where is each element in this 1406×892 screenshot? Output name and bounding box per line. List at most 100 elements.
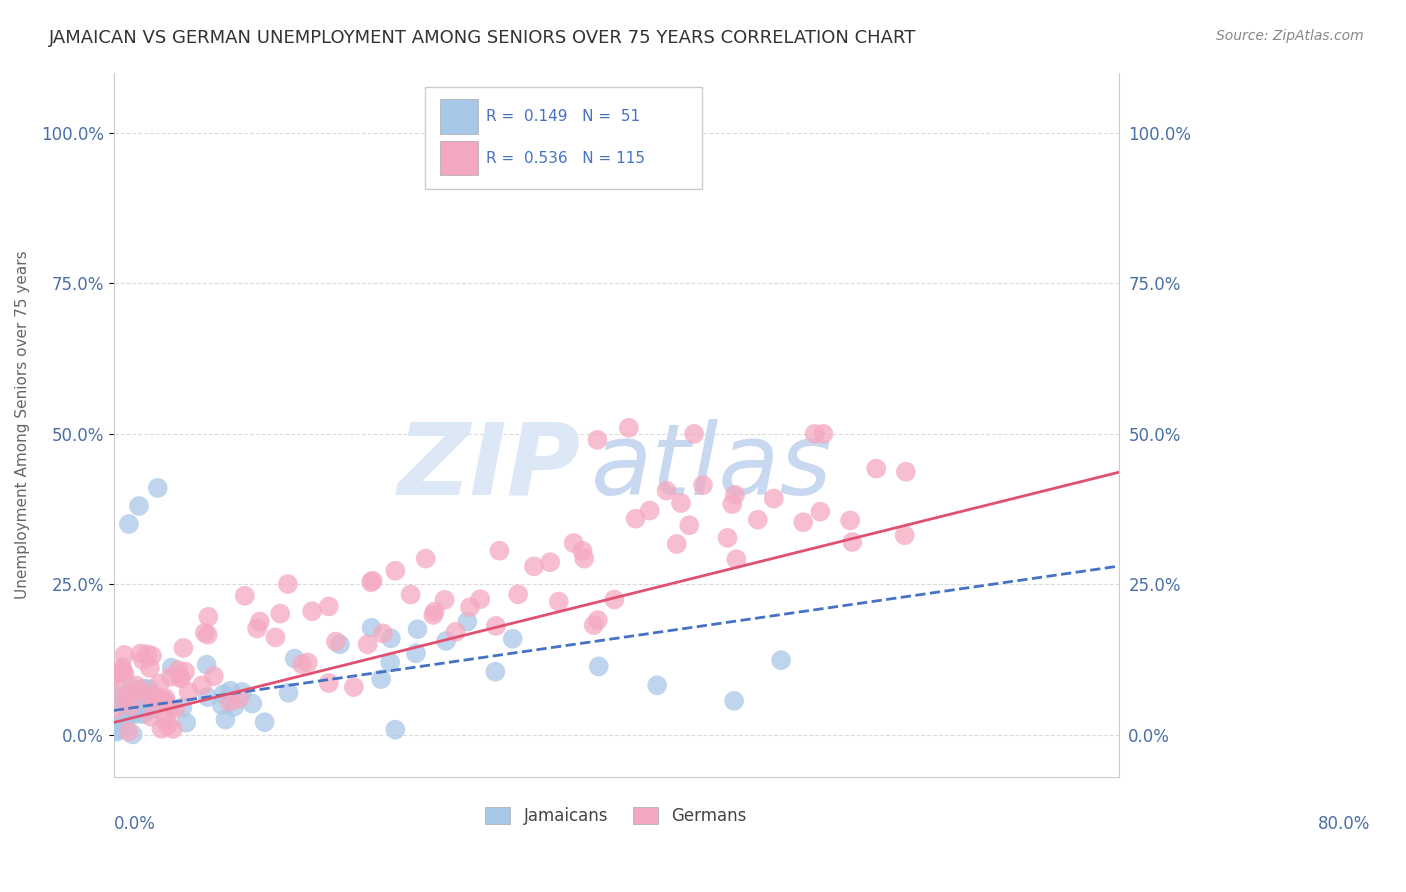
Point <box>571 544 593 558</box>
Point <box>143 691 166 706</box>
Y-axis label: Unemployment Among Seniors over 75 years: Unemployment Among Seniors over 75 years <box>15 251 30 599</box>
Point <box>893 528 915 542</box>
Point <box>297 656 319 670</box>
Point <box>112 693 135 707</box>
Point <box>153 694 176 708</box>
Point <box>120 699 142 714</box>
Point <box>617 421 640 435</box>
Point <box>716 531 738 545</box>
Point <box>165 702 187 716</box>
Point <box>219 683 242 698</box>
Point <box>692 478 714 492</box>
Point <box>318 599 340 614</box>
Point <box>380 632 402 646</box>
Point <box>485 619 508 633</box>
Point <box>143 690 166 704</box>
Point <box>114 667 136 681</box>
Point <box>444 624 467 639</box>
Point <box>104 701 127 715</box>
Point <box>665 537 688 551</box>
Point <box>129 647 152 661</box>
Point <box>284 651 307 665</box>
Point <box>803 426 825 441</box>
Point <box>523 559 546 574</box>
Point <box>813 426 835 441</box>
Point <box>329 637 352 651</box>
Point <box>574 551 596 566</box>
Point <box>129 682 152 697</box>
Point <box>586 613 609 627</box>
Point <box>132 653 155 667</box>
Point <box>370 672 392 686</box>
Point <box>195 657 218 672</box>
Point <box>105 682 128 697</box>
Point <box>434 634 457 648</box>
Point <box>277 686 299 700</box>
Point <box>122 707 145 722</box>
Point <box>484 665 506 679</box>
Point <box>150 722 173 736</box>
Point <box>107 666 129 681</box>
Point <box>218 695 240 709</box>
Point <box>678 518 700 533</box>
Point <box>146 481 169 495</box>
Point <box>502 632 524 646</box>
Point <box>422 607 444 622</box>
Point <box>343 680 366 694</box>
Point <box>669 496 692 510</box>
Point <box>721 497 744 511</box>
Point <box>134 681 156 696</box>
Point <box>645 678 668 692</box>
Point <box>214 713 236 727</box>
Point <box>638 503 661 517</box>
Point <box>231 685 253 699</box>
Point <box>360 621 382 635</box>
Point <box>117 687 139 701</box>
Point <box>269 607 291 621</box>
Point <box>128 694 150 708</box>
FancyBboxPatch shape <box>425 87 702 189</box>
Point <box>129 697 152 711</box>
Point <box>160 670 183 684</box>
Point <box>194 625 217 640</box>
Text: JAMAICAN VS GERMAN UNEMPLOYMENT AMONG SENIORS OVER 75 YEARS CORRELATION CHART: JAMAICAN VS GERMAN UNEMPLOYMENT AMONG SE… <box>49 29 917 46</box>
Point <box>160 660 183 674</box>
Text: ZIP: ZIP <box>398 418 581 516</box>
Text: R =  0.149   N =  51: R = 0.149 N = 51 <box>485 109 640 124</box>
Point <box>360 575 382 590</box>
Point <box>172 700 194 714</box>
Point <box>301 604 323 618</box>
Point <box>538 555 561 569</box>
Point <box>277 577 299 591</box>
Point <box>224 699 246 714</box>
Point <box>128 499 150 513</box>
Point <box>582 618 605 632</box>
Point <box>152 694 174 708</box>
Point <box>117 690 139 705</box>
Point <box>405 646 427 660</box>
Point <box>191 678 214 692</box>
Point <box>125 679 148 693</box>
Point <box>865 461 887 475</box>
Point <box>111 663 134 677</box>
FancyBboxPatch shape <box>440 141 478 176</box>
Point <box>547 594 569 608</box>
Point <box>841 535 863 549</box>
Point <box>233 589 256 603</box>
Point <box>723 694 745 708</box>
Point <box>470 592 492 607</box>
Point <box>132 707 155 722</box>
Point <box>406 622 429 636</box>
Point <box>111 660 134 674</box>
Point <box>488 543 510 558</box>
Text: 80.0%: 80.0% <box>1317 815 1369 833</box>
Point <box>139 661 162 675</box>
Point <box>172 640 194 655</box>
Point <box>839 513 862 527</box>
Point <box>117 724 139 739</box>
Text: Source: ZipAtlas.com: Source: ZipAtlas.com <box>1216 29 1364 43</box>
Point <box>318 676 340 690</box>
Point <box>384 723 406 737</box>
Point <box>121 702 143 716</box>
Point <box>508 587 530 601</box>
